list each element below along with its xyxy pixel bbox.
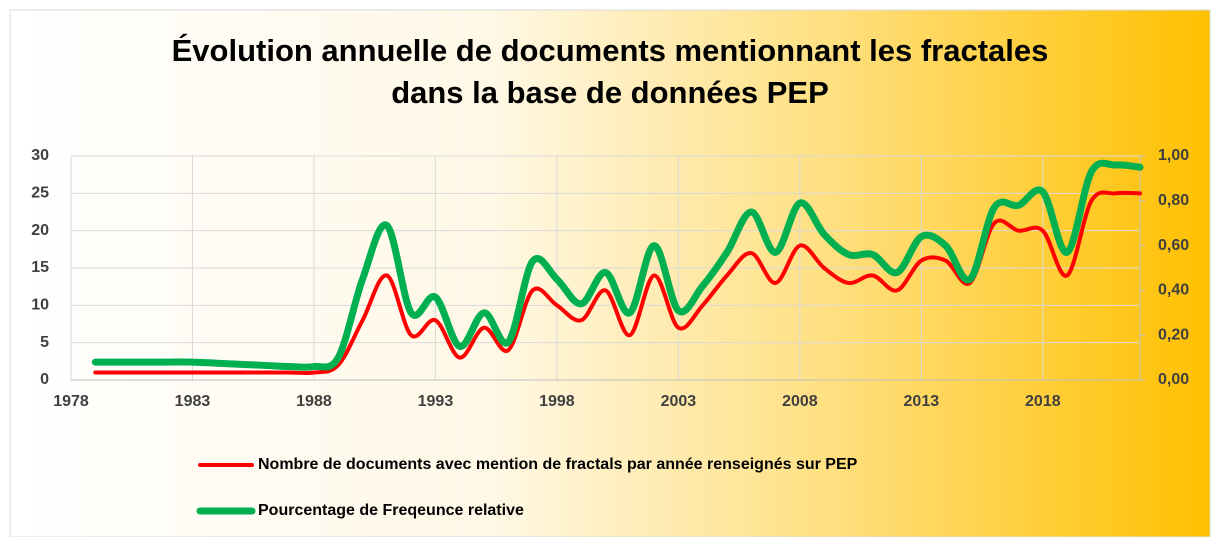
y-tick-label: 0: [40, 371, 49, 388]
y-tick-label: 15: [31, 259, 49, 276]
chart-title: Évolution annuelle de documents mentionn…: [172, 33, 1049, 68]
y-tick-label: 30: [31, 147, 49, 164]
x-tick-label: 2003: [661, 393, 697, 410]
y2-tick-label: 0,40: [1158, 282, 1189, 299]
x-tick-label: 1983: [175, 393, 211, 410]
x-tick-label: 2013: [904, 393, 940, 410]
legend-label: Nombre de documents avec mention de frac…: [258, 456, 858, 473]
x-tick-label: 2018: [1025, 393, 1061, 410]
y2-tick-label: 1,00: [1158, 147, 1189, 164]
legend-label: Pourcentage de Freqeunce relative: [258, 502, 524, 519]
y-tick-label: 5: [40, 334, 49, 351]
series-line: [91, 159, 1144, 371]
y2-tick-label: 0,20: [1158, 326, 1189, 343]
x-tick-label: 1993: [418, 393, 454, 410]
y-tick-label: 25: [31, 185, 49, 202]
y2-tick-label: 0,00: [1158, 371, 1189, 388]
x-tick-label: 2008: [782, 393, 818, 410]
x-tick-label: 1998: [539, 393, 575, 410]
y-tick-label: 10: [31, 297, 49, 314]
chart-title: dans la base de données PEP: [391, 75, 829, 110]
y-tick-label: 20: [31, 222, 49, 239]
x-tick-label: 1978: [53, 393, 89, 410]
x-tick-label: 1988: [296, 393, 332, 410]
y2-tick-label: 0,80: [1158, 192, 1189, 209]
y2-tick-label: 0,60: [1158, 237, 1189, 254]
